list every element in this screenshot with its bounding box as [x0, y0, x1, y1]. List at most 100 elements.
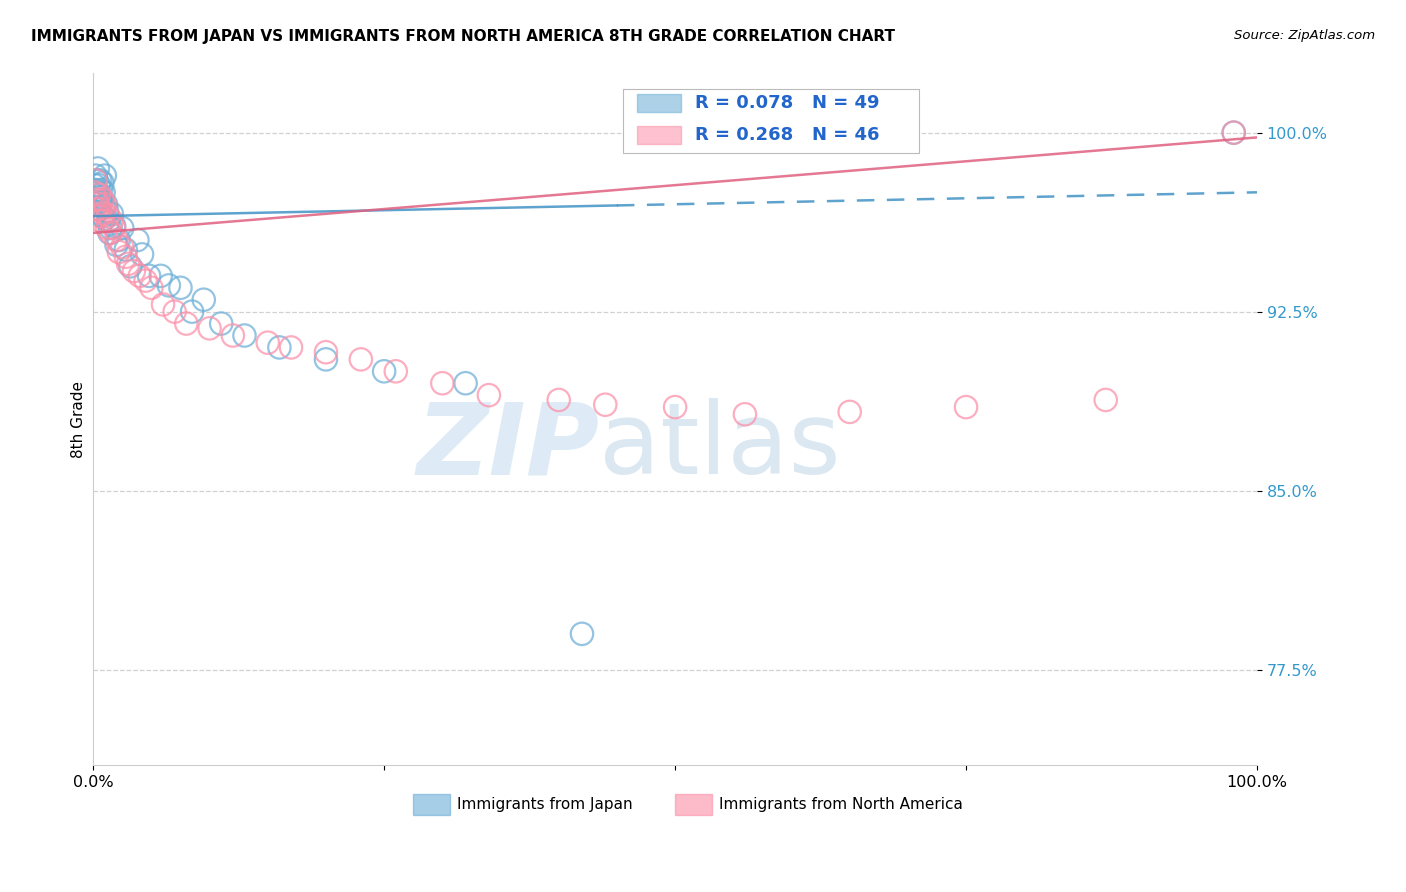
Point — [315, 352, 337, 367]
Point — [135, 274, 157, 288]
Point — [94, 211, 117, 226]
Point — [83, 186, 105, 200]
Point — [90, 194, 112, 209]
Point — [138, 268, 160, 283]
Point — [120, 260, 142, 274]
Point — [103, 219, 125, 233]
Point — [547, 392, 569, 407]
Point — [84, 173, 107, 187]
Point — [84, 183, 107, 197]
Point — [83, 178, 105, 193]
Point — [280, 341, 302, 355]
Point — [107, 244, 129, 259]
Point — [174, 317, 197, 331]
Point — [1222, 126, 1244, 140]
Point — [571, 627, 593, 641]
Point — [101, 214, 124, 228]
Point — [114, 250, 136, 264]
Point — [122, 264, 145, 278]
Point — [198, 321, 221, 335]
Point — [111, 240, 134, 254]
Point — [1094, 392, 1116, 407]
Point — [149, 268, 172, 283]
Text: Immigrants from Japan: Immigrants from Japan — [457, 797, 633, 812]
Point — [315, 345, 337, 359]
Point — [169, 281, 191, 295]
Text: atlas: atlas — [599, 398, 841, 495]
Point — [114, 243, 136, 257]
Point — [193, 293, 215, 307]
Point — [107, 233, 129, 247]
Point — [181, 304, 204, 318]
Point — [93, 186, 115, 200]
Point — [94, 197, 117, 211]
Point — [163, 304, 186, 318]
Point — [96, 204, 118, 219]
Point — [127, 233, 149, 247]
Point — [141, 281, 163, 295]
Point — [664, 400, 686, 414]
Point — [87, 197, 110, 211]
Point — [103, 221, 125, 235]
Text: ZIP: ZIP — [416, 398, 599, 495]
Point — [87, 209, 110, 223]
Point — [1222, 126, 1244, 140]
Point — [152, 297, 174, 311]
Point — [105, 233, 128, 247]
Point — [86, 193, 108, 207]
Point — [838, 405, 860, 419]
Point — [593, 398, 616, 412]
Point — [97, 214, 120, 228]
Point — [478, 388, 501, 402]
Point — [256, 335, 278, 350]
Point — [100, 221, 122, 235]
Point — [117, 257, 139, 271]
Point — [105, 237, 128, 252]
Point — [89, 202, 111, 216]
Point — [94, 197, 117, 211]
Point — [955, 400, 977, 414]
FancyBboxPatch shape — [637, 94, 681, 112]
Point — [91, 176, 114, 190]
Point — [734, 407, 756, 421]
Point — [89, 173, 111, 187]
Point — [87, 178, 110, 193]
Point — [87, 187, 110, 202]
FancyBboxPatch shape — [637, 126, 681, 145]
Point — [91, 209, 114, 223]
Point — [87, 202, 110, 216]
Point — [93, 207, 115, 221]
Text: R = 0.078   N = 49: R = 0.078 N = 49 — [695, 95, 879, 112]
Point — [131, 247, 153, 261]
Point — [128, 268, 150, 283]
Text: R = 0.268   N = 46: R = 0.268 N = 46 — [695, 126, 879, 144]
FancyBboxPatch shape — [623, 89, 920, 153]
Point — [209, 317, 232, 331]
Point — [87, 193, 110, 207]
Point — [100, 226, 122, 240]
Point — [90, 183, 112, 197]
Point — [233, 328, 256, 343]
Point — [269, 341, 291, 355]
Text: IMMIGRANTS FROM JAPAN VS IMMIGRANTS FROM NORTH AMERICA 8TH GRADE CORRELATION CHA: IMMIGRANTS FROM JAPAN VS IMMIGRANTS FROM… — [31, 29, 896, 44]
Point — [432, 376, 454, 391]
Point — [87, 187, 110, 202]
Point — [96, 221, 118, 235]
Point — [222, 328, 245, 343]
Point — [454, 376, 477, 391]
Point — [94, 169, 117, 183]
Point — [350, 352, 373, 367]
Text: Immigrants from North America: Immigrants from North America — [720, 797, 963, 812]
Point — [384, 364, 406, 378]
FancyBboxPatch shape — [413, 794, 450, 815]
Point — [86, 202, 108, 216]
Point — [97, 209, 120, 223]
Point — [111, 221, 134, 235]
Point — [84, 169, 107, 183]
Point — [86, 197, 108, 211]
Point — [87, 161, 110, 176]
FancyBboxPatch shape — [675, 794, 713, 815]
Y-axis label: 8th Grade: 8th Grade — [72, 381, 86, 458]
Point — [86, 186, 108, 200]
Point — [90, 214, 112, 228]
